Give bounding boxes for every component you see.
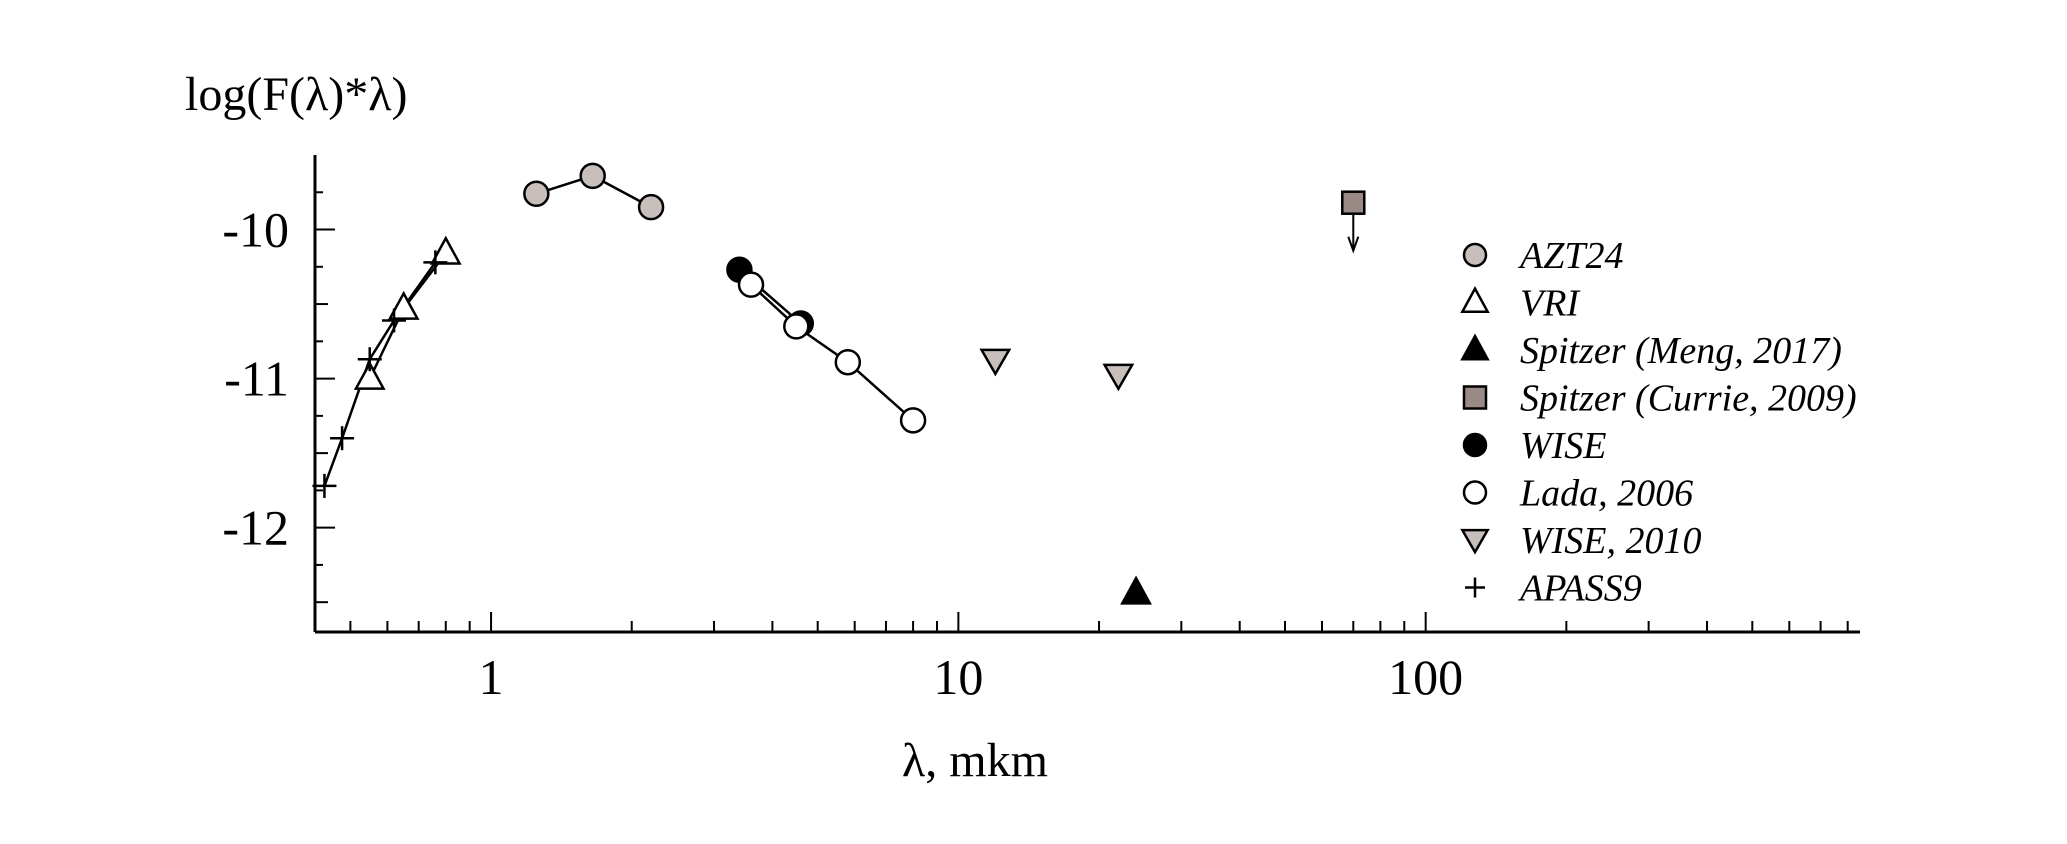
data-point — [783, 313, 810, 340]
data-markers — [312, 162, 1366, 605]
legend-item: AZT24 — [1462, 235, 1623, 277]
data-point — [387, 290, 420, 320]
data-point — [834, 348, 862, 376]
y-axis-label: log(F(λ)*λ) — [185, 68, 408, 121]
legend-label: VRI — [1520, 283, 1581, 325]
x-tick-label: 1 — [479, 649, 504, 705]
data-point — [312, 473, 337, 498]
data-point — [1462, 385, 1488, 410]
legend-item: Spitzer (Meng, 2017) — [1460, 330, 1842, 372]
data-point — [523, 180, 550, 208]
data-point — [1460, 528, 1490, 555]
x-tick-label: 10 — [933, 649, 983, 705]
data-point — [330, 426, 355, 451]
x-tick-label: 100 — [1388, 649, 1463, 705]
legend-item: Spitzer (Currie, 2009) — [1462, 378, 1857, 420]
data-point — [353, 360, 386, 390]
y-tick-label: -12 — [222, 500, 289, 556]
legend-label: Lada, 2006 — [1519, 473, 1693, 515]
legend-label: WISE, 2010 — [1520, 520, 1702, 562]
data-point — [1460, 286, 1490, 313]
legend-item: Lada, 2006 — [1462, 473, 1693, 515]
legend-label: AZT24 — [1517, 235, 1623, 277]
legend-item: WISE, 2010 — [1460, 520, 1702, 562]
data-point — [1102, 363, 1135, 392]
axes: 1 10 100 -10 -11 -12 — [222, 155, 1860, 705]
data-point — [382, 308, 407, 333]
data-point — [899, 407, 927, 434]
y-tick-label: -11 — [224, 351, 289, 407]
series-line — [750, 283, 914, 422]
data-point — [1462, 242, 1488, 268]
legend: AZT24 VRI Spitzer (Meng, 2017) Spitzer (Cur… — [1460, 235, 1857, 610]
x-axis-label: λ, mkm — [902, 734, 1048, 787]
data-point — [1341, 190, 1366, 215]
series-lines — [323, 174, 914, 487]
upper-limit-arrowhead — [1347, 236, 1360, 254]
data-point — [637, 193, 665, 221]
y-tick-label: -10 — [222, 202, 289, 258]
data-point — [979, 348, 1012, 377]
data-point — [357, 347, 382, 372]
data-point — [1462, 432, 1488, 458]
series-line — [323, 261, 437, 487]
legend-item: VRI — [1460, 283, 1581, 325]
legend-item: WISE — [1462, 425, 1607, 467]
data-point — [1120, 575, 1152, 605]
legend-label: APASS9 — [1517, 568, 1642, 610]
data-point — [423, 250, 448, 275]
data-point — [1465, 577, 1485, 598]
data-point — [1462, 480, 1488, 505]
legend-label: Spitzer (Meng, 2017) — [1520, 330, 1842, 372]
legend-label: WISE — [1520, 425, 1607, 467]
data-point — [737, 271, 765, 298]
legend-label: Spitzer (Currie, 2009) — [1520, 378, 1857, 420]
legend-item: APASS9 — [1465, 568, 1642, 610]
data-point — [1460, 333, 1490, 361]
data-point — [579, 162, 606, 190]
